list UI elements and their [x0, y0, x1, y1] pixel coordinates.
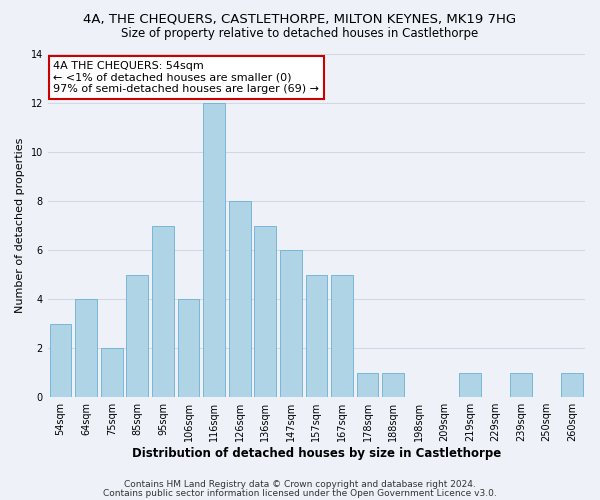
Bar [50, 324, 71, 397]
Bar [101, 348, 122, 397]
Bar [459, 372, 481, 397]
Bar [127, 274, 148, 397]
X-axis label: Distribution of detached houses by size in Castlethorpe: Distribution of detached houses by size … [132, 447, 501, 460]
Bar [562, 372, 583, 397]
Bar [356, 372, 379, 397]
Bar [152, 226, 174, 397]
Text: Contains HM Land Registry data © Crown copyright and database right 2024.: Contains HM Land Registry data © Crown c… [124, 480, 476, 489]
Y-axis label: Number of detached properties: Number of detached properties [15, 138, 25, 314]
Bar [203, 103, 225, 397]
Text: Contains public sector information licensed under the Open Government Licence v3: Contains public sector information licen… [103, 488, 497, 498]
Bar [229, 201, 251, 397]
Bar [178, 299, 199, 397]
Text: Size of property relative to detached houses in Castlethorpe: Size of property relative to detached ho… [121, 28, 479, 40]
Bar [331, 274, 353, 397]
Bar [510, 372, 532, 397]
Bar [254, 226, 276, 397]
Bar [305, 274, 327, 397]
Bar [75, 299, 97, 397]
Bar [382, 372, 404, 397]
Text: 4A, THE CHEQUERS, CASTLETHORPE, MILTON KEYNES, MK19 7HG: 4A, THE CHEQUERS, CASTLETHORPE, MILTON K… [83, 12, 517, 26]
Text: 4A THE CHEQUERS: 54sqm
← <1% of detached houses are smaller (0)
97% of semi-deta: 4A THE CHEQUERS: 54sqm ← <1% of detached… [53, 61, 319, 94]
Bar [280, 250, 302, 397]
